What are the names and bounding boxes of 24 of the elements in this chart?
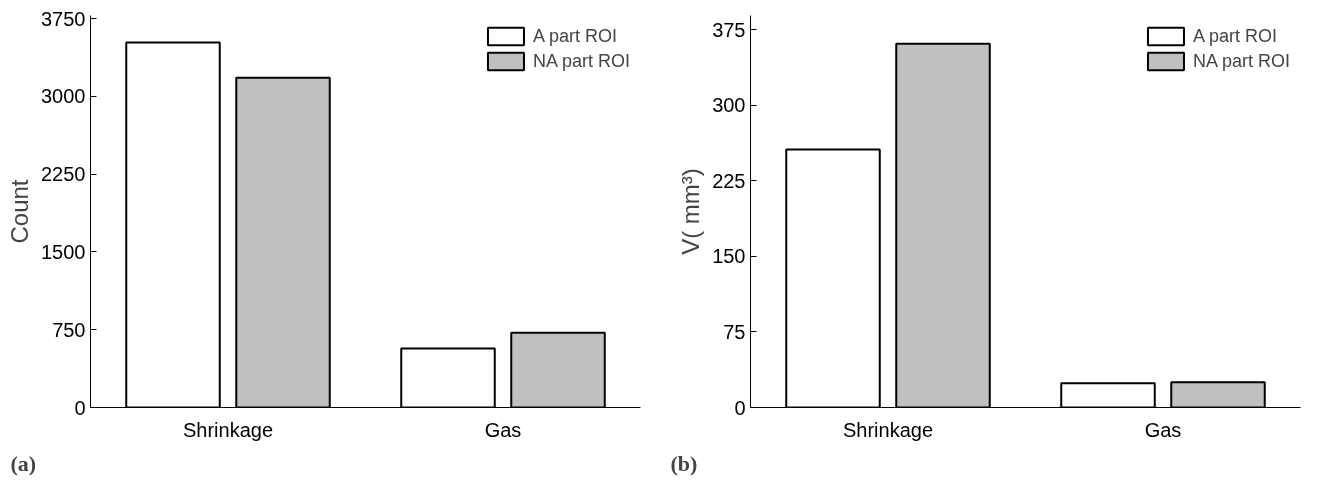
y-tick-label: 150 [712,245,746,268]
y-tick-label: 225 [712,169,746,192]
legend-label: NA part ROI [532,50,630,72]
x-tick-label: Gas [1144,418,1182,441]
y-tick-label: 2250 [41,163,86,186]
y-tick-label: 375 [712,18,746,41]
y-tick-label: 1500 [41,240,86,263]
legend-label: A part ROI [1192,25,1278,47]
y-tick-label: 3750 [41,7,86,30]
y-tick-label: 0 [74,396,86,419]
y-tick-label: 75 [723,320,746,343]
y-axis-title: Count [6,179,34,244]
y-tick-label: 3000 [41,85,86,108]
legend-label: NA part ROI [1192,50,1290,72]
y-tick-label: 750 [52,318,86,341]
x-tick-label: Shrinkage [182,418,274,441]
y-tick-label: 300 [712,94,746,117]
text: (a) [10,450,37,476]
x-tick-label: Shrinkage [842,418,934,441]
y-axis-title: V( mm³) [677,168,705,255]
legend-label: A part ROI [532,25,618,47]
y-tick-label: 0 [734,396,746,419]
x-tick-label: Gas [484,418,522,441]
text: (b) [670,450,698,476]
